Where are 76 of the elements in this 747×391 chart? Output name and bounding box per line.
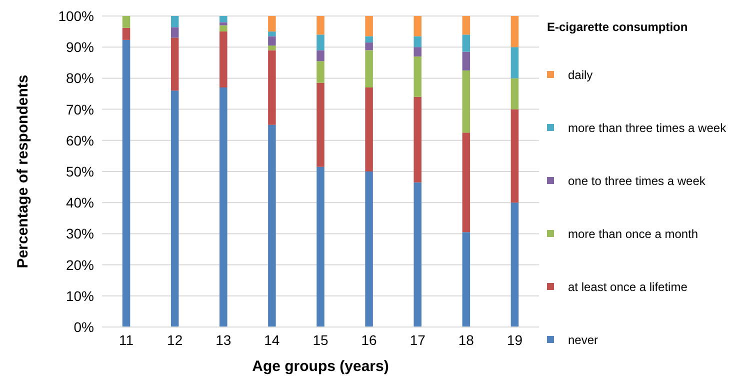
- bar: [316, 61, 324, 83]
- legend-label: never: [568, 332, 598, 346]
- bar: [220, 16, 228, 22]
- bar: [365, 88, 373, 172]
- y-tick-label: 40%: [66, 194, 94, 211]
- x-tick-label: 13: [216, 332, 232, 348]
- bar: [316, 166, 324, 327]
- bar: [268, 50, 276, 125]
- x-tick-label: 16: [361, 332, 378, 348]
- x-tick-label: 14: [264, 332, 280, 348]
- legend-title: E-cigarette consumption: [547, 20, 689, 34]
- y-tick-label: 90%: [66, 39, 94, 56]
- bar: [462, 16, 470, 35]
- bar: [122, 40, 130, 327]
- y-tick-label: 80%: [66, 70, 94, 86]
- bar: [170, 16, 179, 28]
- legend-label: at least once a lifetime: [568, 280, 688, 294]
- bar: [414, 16, 422, 36]
- bar: [268, 36, 276, 46]
- bar: [170, 90, 179, 327]
- bar: [365, 16, 373, 36]
- bar: [122, 28, 130, 40]
- bar: [414, 96, 422, 182]
- bar: [510, 109, 519, 203]
- bar: [268, 16, 276, 32]
- legend-label: more than once a month: [568, 226, 698, 240]
- bar: [268, 32, 276, 36]
- bar: [510, 78, 519, 110]
- bar: [365, 50, 373, 88]
- x-axis-title: Age groups (years): [252, 358, 389, 375]
- bar: [220, 25, 228, 32]
- x-tick-label: 18: [458, 332, 474, 348]
- x-tick-label: 11: [119, 332, 134, 348]
- bar: [462, 52, 470, 70]
- bar: [220, 32, 228, 88]
- y-tick-label: 70%: [66, 101, 94, 118]
- bar: [510, 16, 519, 48]
- bar: [122, 16, 130, 28]
- bar: [316, 34, 324, 50]
- bar: [462, 34, 470, 52]
- x-tick-label: 19: [506, 332, 523, 348]
- bar: [462, 232, 470, 327]
- bar: [510, 47, 519, 78]
- bar: [268, 46, 276, 50]
- legend-label: daily: [568, 68, 593, 82]
- bar: [365, 36, 373, 42]
- bar: [170, 27, 179, 38]
- bar: [220, 88, 228, 327]
- legend-label: one to three times a week: [568, 174, 706, 188]
- y-tick-label: 50%: [66, 163, 94, 180]
- bar: [414, 182, 422, 327]
- bar: [365, 172, 373, 327]
- bar: [510, 202, 519, 327]
- bar: [316, 16, 324, 35]
- legend-label: more than three times a week: [568, 120, 726, 134]
- bar: [170, 38, 179, 91]
- bar: [365, 42, 373, 50]
- bar: [414, 56, 422, 97]
- x-tick-label: 12: [167, 332, 183, 348]
- bar: [268, 124, 276, 327]
- y-tick-label: 0%: [74, 318, 94, 335]
- y-tick-label: 10%: [66, 288, 94, 304]
- y-tick-label: 20%: [66, 256, 94, 273]
- bar: [414, 36, 422, 48]
- bar: [462, 132, 470, 232]
- bar: [316, 50, 324, 62]
- y-tick-label: 100%: [58, 8, 94, 24]
- y-tick-label: 30%: [66, 226, 94, 242]
- bar: [414, 47, 422, 56]
- y-tick-label: 60%: [66, 132, 94, 148]
- y-axis-title: Percentage of respondents: [14, 74, 32, 268]
- x-tick-label: 15: [312, 332, 328, 348]
- bar: [462, 70, 470, 133]
- x-tick-label: 17: [410, 332, 426, 348]
- bar: [316, 82, 324, 167]
- bar: [220, 22, 228, 26]
